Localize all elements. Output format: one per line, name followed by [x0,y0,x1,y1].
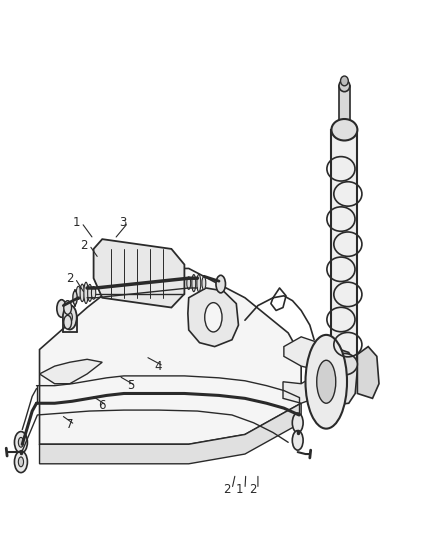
Polygon shape [284,337,329,369]
Ellipse shape [64,316,71,329]
Ellipse shape [73,291,77,304]
Text: 4: 4 [155,360,162,373]
Ellipse shape [80,284,85,302]
Ellipse shape [18,457,24,467]
Text: 1: 1 [236,483,244,496]
Ellipse shape [88,285,92,301]
Polygon shape [94,239,184,308]
Polygon shape [39,359,102,384]
Ellipse shape [76,286,81,300]
Ellipse shape [187,277,191,289]
Ellipse shape [63,305,77,329]
Text: 2: 2 [80,238,88,252]
Text: 6: 6 [98,399,105,411]
Polygon shape [357,346,379,398]
Text: 7: 7 [66,418,74,431]
Polygon shape [39,403,301,464]
Polygon shape [332,130,357,364]
Text: 5: 5 [127,379,134,392]
Ellipse shape [292,431,303,450]
Ellipse shape [18,438,24,447]
Ellipse shape [292,413,303,433]
Ellipse shape [332,353,357,375]
Ellipse shape [14,451,28,473]
Text: 1: 1 [73,216,80,229]
Ellipse shape [202,277,206,289]
Polygon shape [314,346,357,405]
Text: 3: 3 [119,216,127,229]
Circle shape [317,360,336,403]
Ellipse shape [67,312,72,322]
Ellipse shape [332,119,357,141]
Polygon shape [339,86,350,130]
Ellipse shape [84,282,88,303]
Ellipse shape [197,274,201,292]
Ellipse shape [92,287,96,299]
Ellipse shape [205,303,222,332]
Text: 2: 2 [66,272,74,285]
Ellipse shape [216,275,226,293]
Polygon shape [188,288,238,346]
Ellipse shape [64,301,71,314]
Ellipse shape [57,300,66,317]
Ellipse shape [340,76,348,86]
Ellipse shape [192,274,196,292]
Ellipse shape [339,80,350,92]
Circle shape [305,335,347,429]
Text: 2: 2 [249,483,257,496]
Ellipse shape [14,432,28,453]
Text: 2: 2 [223,483,230,496]
Polygon shape [39,269,301,445]
Polygon shape [283,372,332,403]
